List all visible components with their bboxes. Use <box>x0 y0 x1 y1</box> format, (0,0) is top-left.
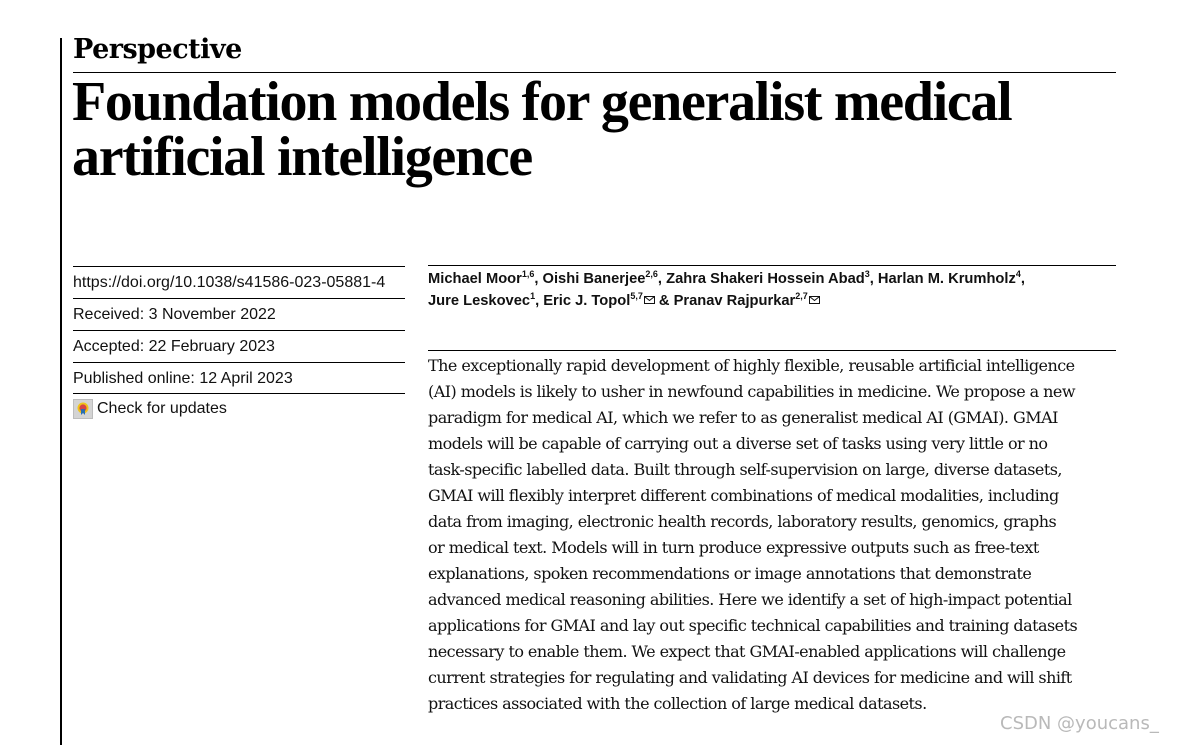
left-margin-rule <box>60 38 62 745</box>
abstract-line: or medical text. Models will in turn pro… <box>428 538 1039 557</box>
check-for-updates-link[interactable]: Check for updates <box>73 394 405 424</box>
article-type: Perspective <box>73 34 242 65</box>
abstract-line: GMAI will flexibly interpret different c… <box>428 486 1059 505</box>
abstract-line: models will be capable of carrying out a… <box>428 434 1048 453</box>
abstract-line: current strategies for regulating and va… <box>428 668 1072 687</box>
csdn-watermark: CSDN @youcans_ <box>1000 713 1159 734</box>
abstract-line: applications for GMAI and lay out specif… <box>428 616 1078 635</box>
envelope-icon[interactable] <box>643 296 655 304</box>
author[interactable]: Pranav Rajpurkar2,7 <box>674 292 820 309</box>
authors-divider <box>428 265 1116 266</box>
abstract-line: practices associated with the collection… <box>428 694 927 713</box>
published-date: Published online: 12 April 2023 <box>73 362 405 394</box>
header-divider <box>73 72 1116 73</box>
abstract-line: advanced medical reasoning abilities. He… <box>428 590 1072 609</box>
doi-link[interactable]: https://doi.org/10.1038/s41586-023-05881… <box>73 266 405 298</box>
article-title: Foundation models for generalist medical… <box>72 71 1112 188</box>
author[interactable]: Harlan M. Krumholz4 <box>877 269 1021 287</box>
check-for-updates-icon <box>73 399 93 419</box>
title-line: artificial intelligence <box>72 126 533 188</box>
abstract: The exceptionally rapid development of h… <box>428 353 1118 717</box>
accepted-date: Accepted: 22 February 2023 <box>73 330 405 362</box>
received-date: Received: 3 November 2022 <box>73 298 405 330</box>
author[interactable]: Michael Moor1,6 <box>428 269 535 287</box>
author[interactable]: Zahra Shakeri Hossein Abad3 <box>666 269 870 287</box>
check-for-updates-label: Check for updates <box>97 400 227 417</box>
author-list: Michael Moor1,6, Oishi Banerjee2,6, Zahr… <box>428 269 1025 309</box>
author[interactable]: Jure Leskovec1 <box>428 291 536 309</box>
abstract-line: task-specific labelled data. Built throu… <box>428 460 1062 479</box>
article-metadata: https://doi.org/10.1038/s41586-023-05881… <box>73 266 405 424</box>
title-line: Foundation models for generalist medical <box>72 71 1013 133</box>
abstract-line: (AI) models is likely to usher in newfou… <box>428 382 1076 401</box>
author[interactable]: Oishi Banerjee2,6 <box>542 269 658 287</box>
abstract-line: explanations, spoken recommendations or … <box>428 564 1032 583</box>
abstract-line: necessary to enable them. We expect that… <box>428 642 1066 661</box>
abstract-divider <box>428 350 1116 351</box>
envelope-icon[interactable] <box>808 296 820 304</box>
abstract-line: data from imaging, electronic health rec… <box>428 512 1057 531</box>
abstract-line: paradigm for medical AI, which we refer … <box>428 408 1058 427</box>
author[interactable]: Eric J. Topol5,7 <box>543 292 655 309</box>
abstract-line: The exceptionally rapid development of h… <box>428 356 1075 375</box>
